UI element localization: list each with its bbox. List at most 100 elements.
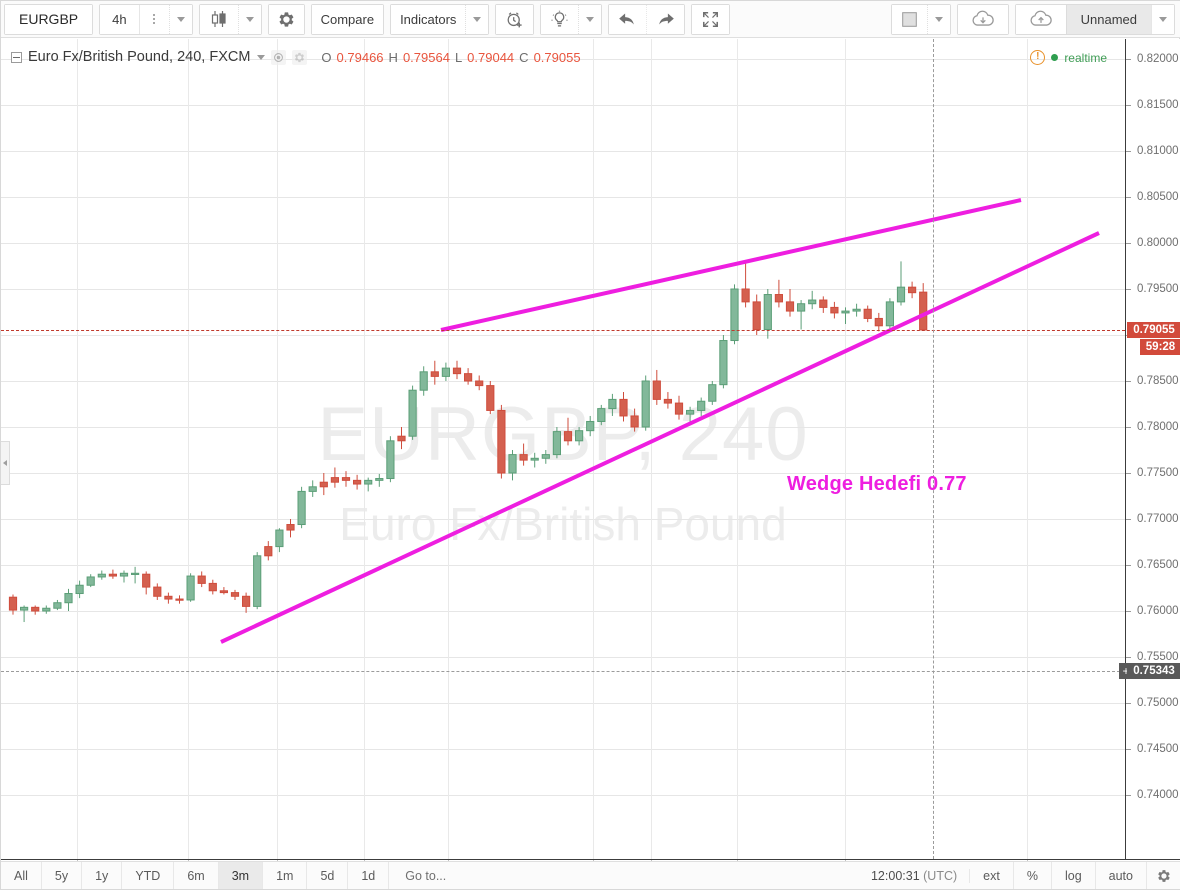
candlestick: [641, 375, 650, 431]
price-axis-label: 0.74000: [1137, 789, 1179, 801]
interval-button[interactable]: 4h: [100, 4, 140, 34]
warning-circle-icon[interactable]: !: [1030, 50, 1046, 65]
candlestick: [452, 360, 462, 380]
undo-arrow-icon[interactable]: [609, 4, 648, 34]
idea-chevron-down-icon[interactable]: [579, 4, 602, 34]
scale-option-percent[interactable]: %: [1014, 862, 1052, 889]
price-axis-tick: [1126, 381, 1131, 382]
realtime-status: ! realtime: [1030, 50, 1107, 65]
gridline-horizontal: [1, 657, 1125, 658]
compare-button[interactable]: Compare: [311, 4, 384, 34]
candlestick: [353, 474, 362, 490]
clock-timezone: (UTC): [923, 868, 958, 883]
fullscreen-icon[interactable]: [692, 4, 730, 34]
scale-options-group: ext% log auto: [970, 862, 1147, 889]
cloud-upload-icon[interactable]: [1015, 4, 1066, 34]
candlestick: [308, 480, 317, 497]
symbol-button[interactable]: EURGBP: [5, 4, 93, 34]
left-panel-collapse-handle[interactable]: [1, 441, 10, 485]
gear-icon[interactable]: [268, 4, 304, 34]
candlestick: [586, 415, 595, 437]
price-axis-label: 0.74500: [1137, 743, 1179, 755]
top-toolbar: EURGBP 4h: [1, 1, 1180, 38]
price-axis-tick: [1126, 611, 1131, 612]
indicators-button[interactable]: Indicators: [391, 4, 467, 34]
redo-arrow-icon[interactable]: [647, 4, 685, 34]
layout-chevron-down-icon[interactable]: [927, 4, 950, 34]
scale-option-ext[interactable]: ext: [970, 862, 1014, 889]
range-button-5d[interactable]: 5d: [307, 862, 349, 889]
legend-chevron-down-icon[interactable]: [257, 54, 266, 60]
candlestick: [908, 281, 917, 299]
crosshair-horizontal-line: [1, 671, 1125, 673]
candlestick: [541, 450, 550, 464]
ohlc-label: O: [321, 49, 332, 65]
gridline-horizontal: [1, 59, 1125, 60]
legend-collapse-icon[interactable]: [11, 51, 22, 63]
candlestick: [64, 588, 73, 611]
chart-style-chevron-down-icon[interactable]: [238, 4, 261, 34]
kebab-menu-icon[interactable]: [139, 4, 170, 34]
chart-canvas[interactable]: EURGBP, 240 Euro Fx/British Pound Wedge …: [1, 39, 1125, 859]
ohlc-value: 0.79564: [402, 49, 450, 65]
realtime-label: realtime: [1064, 50, 1107, 65]
price-axis-tick: [1126, 289, 1131, 290]
range-button-5y[interactable]: 5y: [42, 862, 83, 889]
price-axis[interactable]: 0.82000 0.81500 0.81000 0.80500 0.80000 0.795…: [1119, 39, 1180, 859]
range-button-3m[interactable]: 3m: [218, 862, 264, 889]
price-axis-label: 0.80500: [1137, 191, 1179, 203]
candlestick: [375, 473, 384, 487]
price-axis-label: 0.80000: [1137, 237, 1179, 249]
wedge-target-annotation[interactable]: Wedge Hedefi 0.77: [787, 473, 967, 495]
gear-icon[interactable]: [1147, 862, 1180, 889]
indicators-chevron-down-icon[interactable]: [466, 4, 489, 34]
alarm-clock-plus-icon[interactable]: [496, 4, 534, 34]
candlestick: [419, 366, 428, 396]
settings-icon[interactable]: [292, 49, 308, 65]
scale-option-auto[interactable]: auto: [1096, 862, 1147, 889]
gridline-horizontal: [1, 105, 1125, 106]
range-button-1m[interactable]: 1m: [263, 862, 308, 889]
idea-group: [540, 3, 603, 35]
gridline-horizontal: [1, 795, 1125, 796]
range-button-all[interactable]: All: [1, 862, 42, 889]
price-axis-label: 0.75500: [1137, 651, 1179, 663]
go-to-button[interactable]: Go to...: [405, 868, 447, 883]
range-button-ytd[interactable]: YTD: [122, 862, 175, 889]
candlestick: [275, 528, 284, 553]
price-axis-label: 0.75000: [1137, 697, 1179, 709]
candlestick: [630, 408, 639, 432]
candlestick: [53, 599, 62, 611]
interval-chevron-down-icon[interactable]: [169, 4, 192, 34]
price-axis-tick: [1126, 565, 1131, 566]
range-button-1y[interactable]: 1y: [82, 862, 123, 889]
candlestick: [663, 392, 672, 409]
chart-name-chevron-down-icon[interactable]: [1152, 4, 1174, 34]
layout-square-icon[interactable]: [891, 4, 928, 34]
candlestick: [20, 605, 29, 623]
candlestick: [208, 579, 217, 595]
candlestick: [874, 312, 883, 332]
candlestick: [896, 261, 906, 306]
legend-title[interactable]: Euro Fx/British Pound, 240, FXCM: [28, 49, 251, 65]
visibility-icon[interactable]: [271, 49, 287, 65]
price-axis-label: 0.76500: [1137, 559, 1179, 571]
chart-name-button[interactable]: Unnamed: [1065, 4, 1152, 34]
lightbulb-icon[interactable]: [541, 4, 580, 34]
cloud-download-icon[interactable]: [957, 4, 1008, 34]
candlestick: [552, 427, 561, 459]
candlestick: [164, 592, 173, 604]
range-button-1d[interactable]: 1d: [348, 862, 390, 889]
chart-style-group: [198, 3, 262, 35]
settings-group: [267, 3, 305, 35]
scale-option-log[interactable]: log: [1052, 862, 1096, 889]
candlestick: [408, 385, 417, 440]
price-axis-label: 0.81500: [1137, 99, 1179, 111]
candlestick: [708, 381, 717, 405]
candlestick: [530, 452, 539, 468]
range-button-6m[interactable]: 6m: [174, 862, 219, 889]
candlestick: [597, 404, 606, 426]
candlestick-icon[interactable]: [199, 4, 239, 34]
price-axis-label: 0.78500: [1137, 375, 1179, 387]
gridline-vertical: [188, 39, 189, 859]
